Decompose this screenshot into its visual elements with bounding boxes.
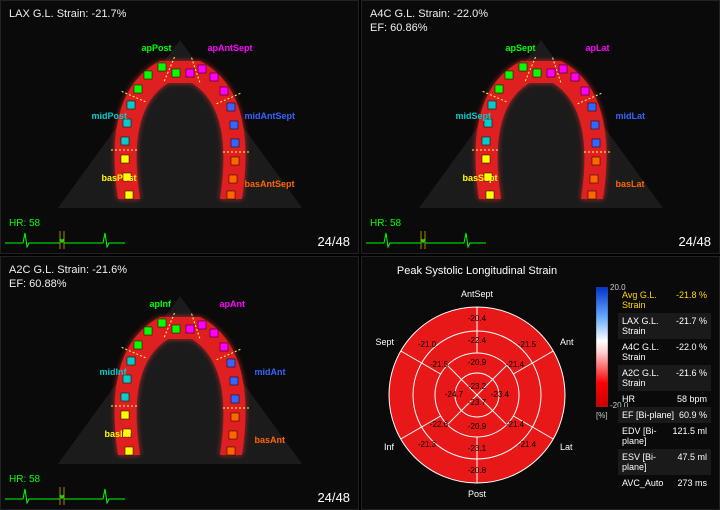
stat-value: -22.0 % bbox=[676, 342, 707, 362]
strain-arch: apInf apAnt midInf midAnt basInf basAnt bbox=[50, 297, 310, 467]
panel-title: A4C G.L. Strain: -22.0%EF: 60.86% bbox=[370, 7, 488, 36]
svg-text:-22.4: -22.4 bbox=[468, 336, 487, 345]
ecg-trace bbox=[5, 485, 125, 505]
frame-counter: 24/48 bbox=[678, 234, 711, 249]
stat-row: EDV [Bi-plane]121.5 ml bbox=[618, 423, 711, 449]
stat-value: 60.9 % bbox=[679, 410, 707, 420]
stat-label: EF [Bi-plane] bbox=[622, 410, 675, 420]
svg-text:-24.7: -24.7 bbox=[445, 390, 464, 399]
svg-text:-23.1: -23.1 bbox=[468, 444, 487, 453]
stat-row: HR 58 bpm bbox=[618, 391, 711, 407]
stats-table: Avg G.L. Strain-21.8 %LAX G.L. Strain-21… bbox=[618, 287, 711, 491]
svg-text:Sept: Sept bbox=[375, 337, 394, 347]
stat-value: -21.8 % bbox=[676, 290, 707, 310]
svg-text:Lat: Lat bbox=[560, 442, 573, 452]
ecg-trace bbox=[366, 229, 486, 249]
panel-title: LAX G.L. Strain: -21.7% bbox=[9, 7, 126, 21]
hr-label: HR: 58 bbox=[9, 474, 40, 485]
stat-label: LAX G.L. Strain bbox=[622, 316, 672, 336]
stat-label: A4C G.L. Strain bbox=[622, 342, 672, 362]
stat-value: 47.5 ml bbox=[677, 452, 707, 472]
strain-arch: apSept apLat midSept midLat basSept basLat bbox=[411, 41, 671, 211]
stats-area: 20.0 -20.0 [%] Avg G.L. Strain-21.8 %LAX… bbox=[592, 257, 719, 509]
segment-label: midAnt bbox=[255, 367, 286, 377]
stat-row: A4C G.L. Strain-22.0 % bbox=[618, 339, 711, 365]
stat-value: -21.6 % bbox=[676, 368, 707, 388]
svg-text:-21.4: -21.4 bbox=[506, 420, 525, 429]
svg-text:-21.5: -21.5 bbox=[430, 360, 449, 369]
frame-counter: 24/48 bbox=[317, 234, 350, 249]
stat-row: Avg G.L. Strain-21.8 % bbox=[618, 287, 711, 313]
panel-bullseye[interactable]: Peak Systolic Longitudinal Strain -20.4-… bbox=[361, 256, 720, 510]
stat-label: Avg G.L. Strain bbox=[622, 290, 672, 310]
segment-label: basLat bbox=[616, 179, 645, 189]
panel-a4c[interactable]: A4C G.L. Strain: -22.0%EF: 60.86% apSept… bbox=[361, 0, 720, 254]
svg-text:-23.7: -23.7 bbox=[468, 398, 487, 407]
svg-text:-21.4: -21.4 bbox=[518, 440, 537, 449]
stat-row: AVC_Auto 273 ms bbox=[618, 475, 711, 491]
bullseye-title: Peak Systolic Longitudinal Strain bbox=[362, 265, 592, 277]
svg-text:-23.2: -23.2 bbox=[468, 382, 487, 391]
svg-text:-20.8: -20.8 bbox=[468, 466, 487, 475]
stat-value: 273 ms bbox=[677, 478, 707, 488]
stat-value: -21.7 % bbox=[676, 316, 707, 336]
segment-label: basAnt bbox=[255, 435, 286, 445]
stat-row: A2C G.L. Strain-21.6 % bbox=[618, 365, 711, 391]
svg-text:-20.9: -20.9 bbox=[468, 358, 487, 367]
colorbar-unit: [%] bbox=[596, 411, 608, 420]
stat-label: A2C G.L. Strain bbox=[622, 368, 672, 388]
svg-text:-22.6: -22.6 bbox=[430, 420, 449, 429]
segment-label: midPost bbox=[92, 111, 128, 121]
stat-row: LAX G.L. Strain-21.7 % bbox=[618, 313, 711, 339]
stat-row: EF [Bi-plane] 60.9 % bbox=[618, 407, 711, 423]
segment-label: apLat bbox=[586, 43, 610, 53]
segment-label: midAntSept bbox=[245, 111, 296, 121]
svg-text:Post: Post bbox=[468, 489, 487, 499]
segment-label: midInf bbox=[100, 367, 127, 377]
quad-grid: LAX G.L. Strain: -21.7% apPostapAntSeptm… bbox=[0, 0, 720, 510]
ecg-trace bbox=[5, 229, 125, 249]
stat-row: ESV [Bi-plane]47.5 ml bbox=[618, 449, 711, 475]
segment-label: basSept bbox=[463, 173, 498, 183]
stat-label: HR bbox=[622, 394, 673, 404]
panel-lax[interactable]: LAX G.L. Strain: -21.7% apPost apAntSept m… bbox=[0, 0, 359, 254]
bullseye-diagram: -20.4 -21.5 -21.4 -20.8 -21.3 -21.0 -22.4 -21.4… bbox=[372, 285, 582, 503]
panel-title: A2C G.L. Strain: -21.6%EF: 60.88% bbox=[9, 263, 127, 292]
stat-label: ESV [Bi-plane] bbox=[622, 452, 673, 472]
stat-value: 121.5 ml bbox=[672, 426, 707, 446]
svg-text:Inf: Inf bbox=[384, 442, 395, 452]
segment-label: apSept bbox=[506, 43, 536, 53]
svg-text:AntSept: AntSept bbox=[461, 289, 494, 299]
segment-label: apPost bbox=[142, 43, 172, 53]
svg-text:-21.3: -21.3 bbox=[418, 440, 437, 449]
segment-label: apAnt bbox=[220, 299, 246, 309]
svg-text:-21.5: -21.5 bbox=[518, 340, 537, 349]
colorbar bbox=[596, 287, 608, 407]
panel-a2c[interactable]: A2C G.L. Strain: -21.6%EF: 60.88% apInfa… bbox=[0, 256, 359, 510]
segment-label: basPost bbox=[102, 173, 137, 183]
hr-label: HR: 58 bbox=[9, 218, 40, 229]
svg-text:-21.0: -21.0 bbox=[418, 340, 437, 349]
svg-text:-21.4: -21.4 bbox=[506, 360, 525, 369]
svg-text:-23.4: -23.4 bbox=[491, 390, 510, 399]
frame-counter: 24/48 bbox=[317, 490, 350, 505]
strain-arch: apPost apAntSept midPost midAntSept basPost b… bbox=[50, 41, 310, 211]
svg-text:-20.9: -20.9 bbox=[468, 422, 487, 431]
segment-label: basAntSept bbox=[245, 179, 295, 189]
segment-label: apInf bbox=[150, 299, 172, 309]
stat-label: AVC_Auto bbox=[622, 478, 673, 488]
svg-text:-20.4: -20.4 bbox=[468, 314, 487, 323]
segment-label: apAntSept bbox=[208, 43, 253, 53]
stat-label: EDV [Bi-plane] bbox=[622, 426, 668, 446]
segment-label: midLat bbox=[616, 111, 646, 121]
svg-text:Ant: Ant bbox=[560, 337, 574, 347]
bullseye-area: Peak Systolic Longitudinal Strain -20.4-… bbox=[362, 257, 592, 509]
segment-label: midSept bbox=[456, 111, 492, 121]
segment-label: basInf bbox=[105, 429, 132, 439]
hr-label: HR: 58 bbox=[370, 218, 401, 229]
stat-value: 58 bpm bbox=[677, 394, 707, 404]
